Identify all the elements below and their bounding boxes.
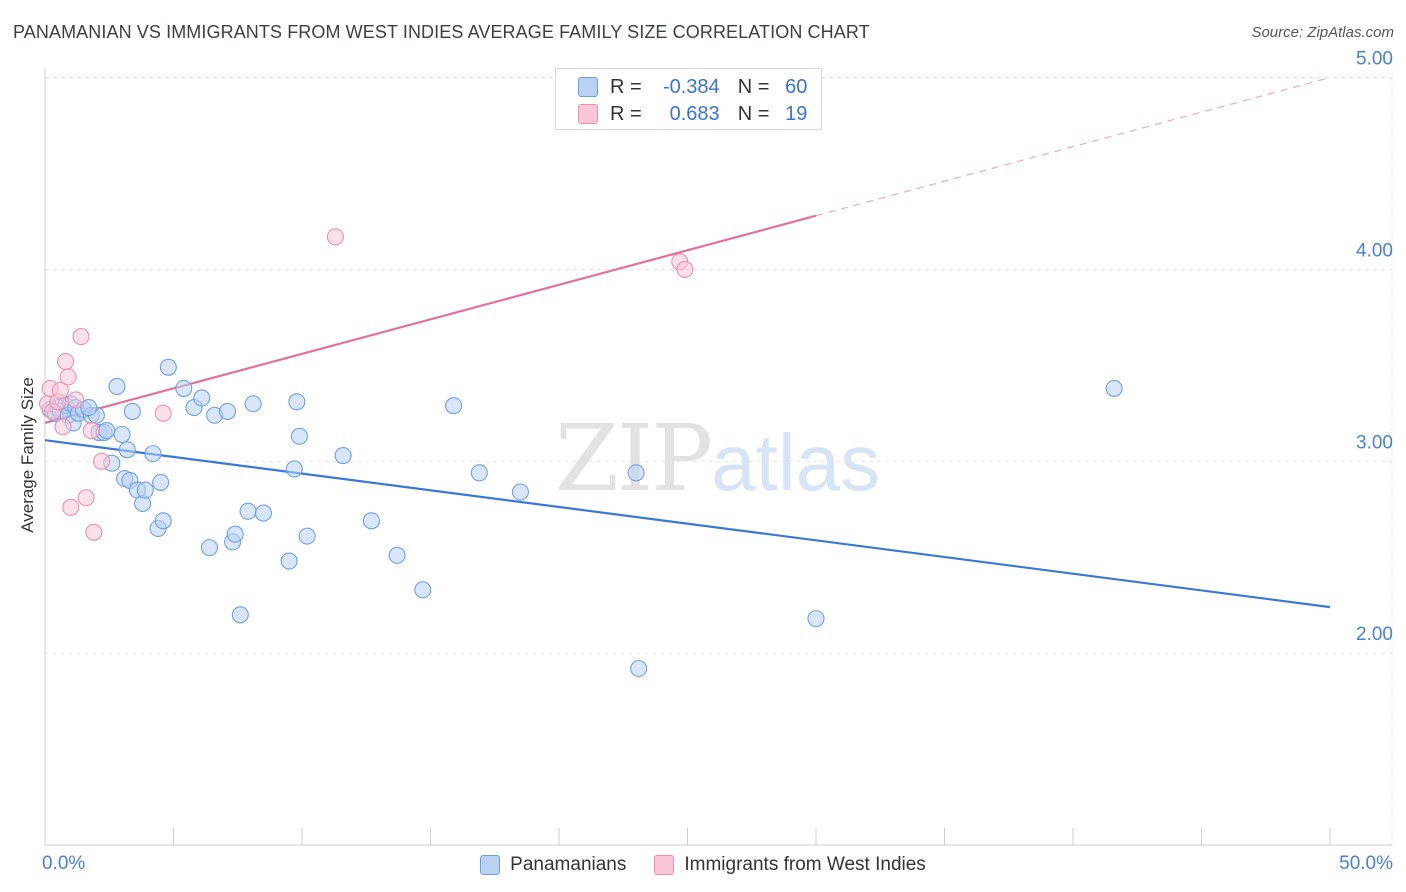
point-panamanians: [630, 659, 648, 678]
point-panamanians: [254, 504, 273, 522]
legend-r-value: -0.384: [662, 75, 720, 98]
trend-line: [44, 439, 1331, 609]
point-west-indies: [57, 352, 75, 371]
point-panamanians: [123, 402, 141, 420]
point-panamanians: [388, 546, 406, 564]
series-legend-panamanians[interactable]: Panamanians: [480, 854, 626, 876]
point-panamanians: [98, 422, 116, 440]
point-panamanians: [298, 527, 316, 545]
point-panamanians: [807, 610, 825, 628]
point-panamanians: [108, 377, 126, 396]
point-west-indies: [154, 404, 172, 422]
grid-layer: [45, 68, 1393, 845]
point-panamanians: [136, 481, 154, 499]
legend-n-label: N =: [737, 102, 770, 125]
point-west-indies: [51, 381, 69, 399]
series-label-west-indies: Immigrants from West Indies: [684, 854, 926, 875]
point-panamanians: [80, 399, 98, 417]
legend-row-west-indies: R = 0.683 N = 19: [578, 101, 807, 127]
point-west-indies: [326, 228, 344, 246]
point-panamanians: [290, 427, 308, 445]
correlation-legend: R = -0.384 N = 60 R = 0.683 N = 19: [555, 68, 822, 130]
point-panamanians: [362, 512, 380, 530]
watermark-atlas: atlas: [711, 418, 881, 507]
x-tick-label: 50.0%: [1339, 853, 1393, 874]
point-panamanians: [231, 606, 249, 624]
point-panamanians: [193, 389, 211, 407]
point-panamanians: [226, 525, 244, 543]
legend-r-label: R =: [610, 75, 642, 98]
point-west-indies: [72, 328, 90, 346]
legend-swatch-west-indies: [578, 104, 598, 124]
point-panamanians: [285, 460, 303, 478]
point-panamanians: [113, 425, 131, 443]
y-tick-label: 3.00: [1356, 432, 1393, 453]
point-west-indies: [62, 498, 80, 516]
legend-n-value: 60: [785, 75, 808, 98]
axis-layer: [44, 68, 1392, 846]
series-label-panamanians: Panamanians: [510, 854, 627, 875]
point-west-indies: [54, 418, 72, 436]
point-panamanians: [445, 397, 463, 415]
series-swatch-panamanians: [480, 855, 501, 875]
legend-swatch-panamanians: [578, 77, 598, 97]
chart-title: PANAMANIAN VS IMMIGRANTS FROM WEST INDIE…: [13, 22, 870, 42]
point-panamanians: [152, 473, 170, 491]
point-west-indies: [676, 260, 694, 278]
point-west-indies: [77, 489, 95, 507]
point-panamanians: [334, 446, 352, 465]
source-credit: Source: ZipAtlas.com: [1251, 24, 1394, 41]
point-west-indies: [67, 391, 85, 409]
point-panamanians: [244, 395, 262, 413]
point-panamanians: [511, 483, 530, 501]
point-panamanians: [218, 402, 237, 420]
legend-r-label: R =: [610, 102, 642, 125]
watermark: ZIPatlas: [555, 405, 880, 512]
y-tick-label: 5.00: [1356, 49, 1393, 70]
point-panamanians: [159, 358, 177, 376]
series-legend-west-indies[interactable]: Immigrants from West Indies: [654, 854, 926, 876]
legend-n-label: N =: [737, 75, 770, 98]
point-panamanians: [414, 581, 432, 599]
label-layer: 2.00 3.00 4.00 5.00 0.0% 50.0%: [42, 49, 1393, 874]
point-panamanians: [200, 539, 219, 557]
point-west-indies: [59, 368, 77, 386]
point-panamanians: [154, 512, 172, 530]
trend-line-solid: [44, 214, 817, 424]
point-panamanians: [470, 464, 488, 482]
point-panamanians: [280, 552, 298, 570]
point-panamanians: [239, 502, 257, 520]
point-panamanians: [118, 441, 136, 459]
point-west-indies: [85, 523, 103, 541]
point-panamanians: [627, 464, 645, 482]
legend-r-value: 0.683: [669, 102, 720, 125]
legend-n-value: 19: [785, 102, 808, 125]
point-panamanians: [175, 379, 193, 397]
point-panamanians: [144, 445, 162, 463]
watermark-zip: ZIP: [555, 405, 713, 512]
point-panamanians: [1105, 379, 1123, 397]
points-layer: [39, 228, 1123, 678]
series-swatch-west-indies: [654, 855, 675, 875]
series-legend: Panamanians Immigrants from West Indies: [0, 852, 1406, 878]
point-west-indies: [92, 452, 111, 470]
x-tick-label: 0.0%: [42, 853, 85, 874]
legend-row-panamanians: R = -0.384 N = 60: [578, 74, 807, 100]
point-panamanians: [288, 393, 306, 411]
y-tick-label: 2.00: [1356, 624, 1393, 645]
y-tick-label: 4.00: [1356, 240, 1393, 261]
point-west-indies: [82, 422, 100, 440]
trend-layer: [44, 77, 1331, 609]
trend-line-extension: [815, 77, 1331, 217]
